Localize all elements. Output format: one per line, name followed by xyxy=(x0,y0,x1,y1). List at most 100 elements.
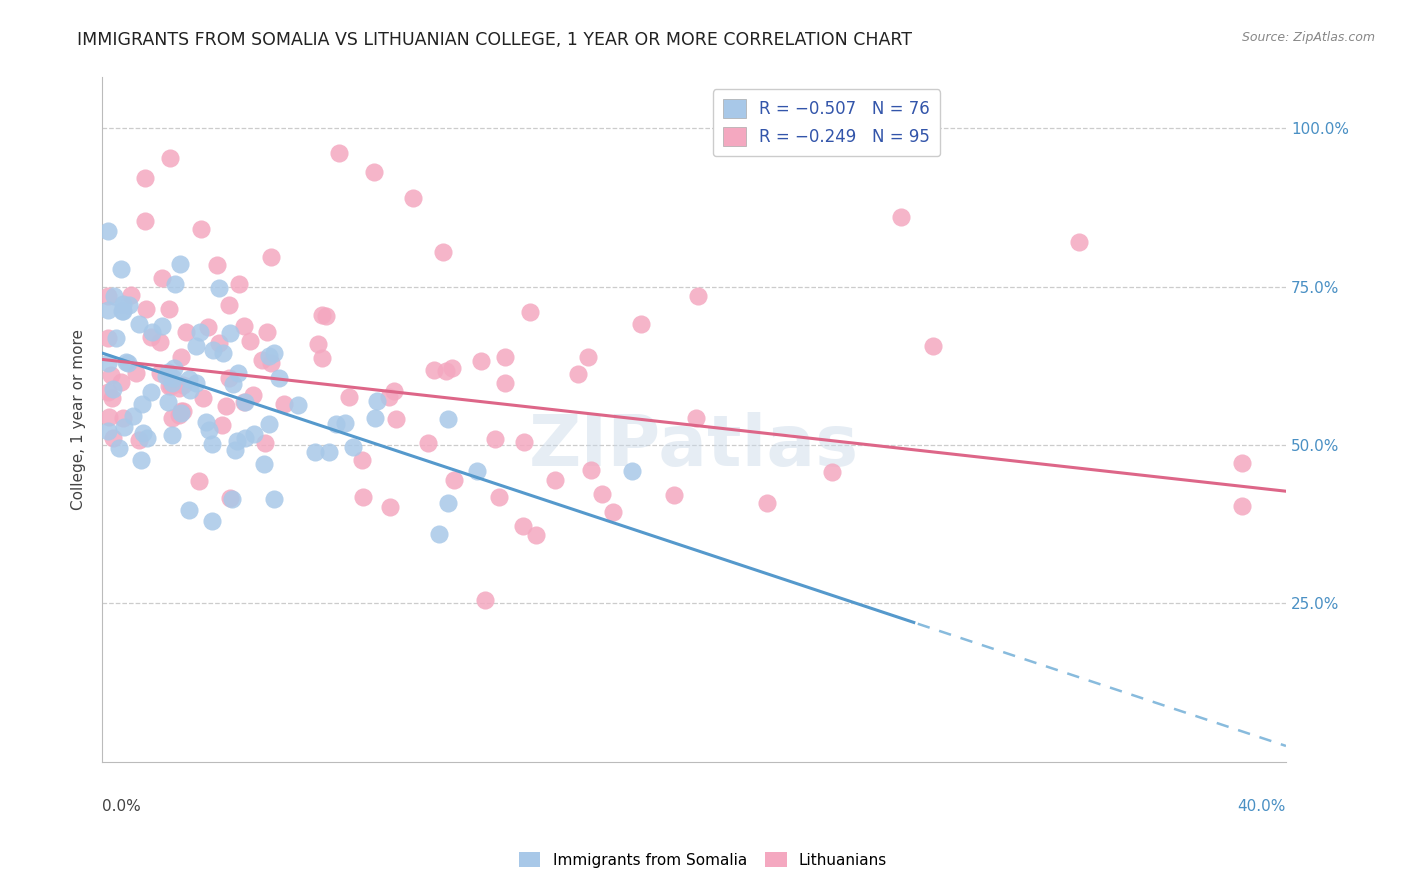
Point xyxy=(139,329,162,343)
Point xyxy=(201,437,224,451)
Point xyxy=(97,224,120,238)
Point xyxy=(208,281,231,295)
Point xyxy=(432,245,454,260)
Point xyxy=(260,251,283,265)
Point xyxy=(156,365,179,379)
Point xyxy=(250,353,273,368)
Point xyxy=(118,298,141,312)
Point xyxy=(188,474,211,488)
Point xyxy=(97,424,120,438)
Point xyxy=(97,409,120,424)
Point xyxy=(364,410,387,425)
Point xyxy=(311,351,333,366)
Point xyxy=(97,288,120,302)
Legend: Immigrants from Somalia, Lithuanians: Immigrants from Somalia, Lithuanians xyxy=(513,846,893,873)
Point xyxy=(494,376,516,391)
Point xyxy=(188,326,211,340)
Point xyxy=(169,258,191,272)
Point xyxy=(135,302,157,317)
Point xyxy=(333,416,356,430)
Point xyxy=(621,464,644,478)
Point xyxy=(186,376,208,390)
Point xyxy=(821,465,844,479)
Point xyxy=(179,503,201,517)
Point xyxy=(169,350,191,364)
Point xyxy=(224,442,246,457)
Point xyxy=(172,378,194,392)
Point xyxy=(112,304,135,318)
Point xyxy=(179,384,201,398)
Point xyxy=(437,412,460,426)
Point xyxy=(111,411,134,425)
Point xyxy=(352,491,374,505)
Point xyxy=(125,366,148,380)
Point xyxy=(122,409,145,424)
Point xyxy=(664,488,686,502)
Point xyxy=(233,431,256,445)
Point xyxy=(215,399,238,413)
Point xyxy=(170,404,193,418)
Point xyxy=(136,431,159,445)
Point xyxy=(233,395,256,409)
Point xyxy=(494,350,516,364)
Point xyxy=(150,319,173,334)
Point xyxy=(211,346,233,360)
Point xyxy=(441,361,464,376)
Point xyxy=(134,171,156,186)
Point xyxy=(243,426,266,441)
Point xyxy=(97,384,120,399)
Point xyxy=(191,391,214,405)
Point xyxy=(101,382,124,396)
Point xyxy=(287,398,309,412)
Point xyxy=(197,320,219,334)
Point xyxy=(256,325,278,339)
Point xyxy=(366,394,388,409)
Point xyxy=(519,305,541,319)
Point xyxy=(239,334,262,348)
Text: ZIPatlas: ZIPatlas xyxy=(529,412,859,482)
Point xyxy=(263,346,285,360)
Point xyxy=(363,165,385,179)
Point xyxy=(97,355,120,369)
Point xyxy=(311,308,333,322)
Point xyxy=(157,378,180,392)
Y-axis label: College, 1 year or more: College, 1 year or more xyxy=(72,329,86,510)
Point xyxy=(630,317,652,331)
Point xyxy=(380,500,402,514)
Point xyxy=(226,434,249,448)
Point xyxy=(105,330,128,344)
Point xyxy=(141,385,163,400)
Point xyxy=(219,491,242,506)
Point xyxy=(155,369,177,384)
Point xyxy=(423,363,446,377)
Point xyxy=(149,334,172,349)
Point xyxy=(170,406,193,420)
Point xyxy=(474,593,496,607)
Legend: R = −0.507   N = 76, R = −0.249   N = 95: R = −0.507 N = 76, R = −0.249 N = 95 xyxy=(713,89,941,156)
Point xyxy=(304,445,326,459)
Point xyxy=(1230,456,1253,470)
Point xyxy=(890,210,912,224)
Point xyxy=(221,491,243,506)
Point xyxy=(131,397,153,411)
Text: Source: ZipAtlas.com: Source: ZipAtlas.com xyxy=(1241,31,1375,45)
Point xyxy=(342,440,364,454)
Point xyxy=(1067,235,1090,250)
Point xyxy=(382,384,405,399)
Point xyxy=(325,417,347,431)
Point xyxy=(172,404,194,418)
Point xyxy=(156,395,179,409)
Point xyxy=(352,453,374,467)
Point xyxy=(176,325,198,339)
Point xyxy=(190,222,212,236)
Point xyxy=(149,366,172,380)
Point xyxy=(686,289,709,303)
Text: 40.0%: 40.0% xyxy=(1237,799,1286,814)
Point xyxy=(150,271,173,285)
Point xyxy=(567,367,589,381)
Point xyxy=(163,361,186,376)
Point xyxy=(111,297,134,311)
Point xyxy=(257,350,280,364)
Point xyxy=(602,505,624,519)
Point xyxy=(434,364,457,378)
